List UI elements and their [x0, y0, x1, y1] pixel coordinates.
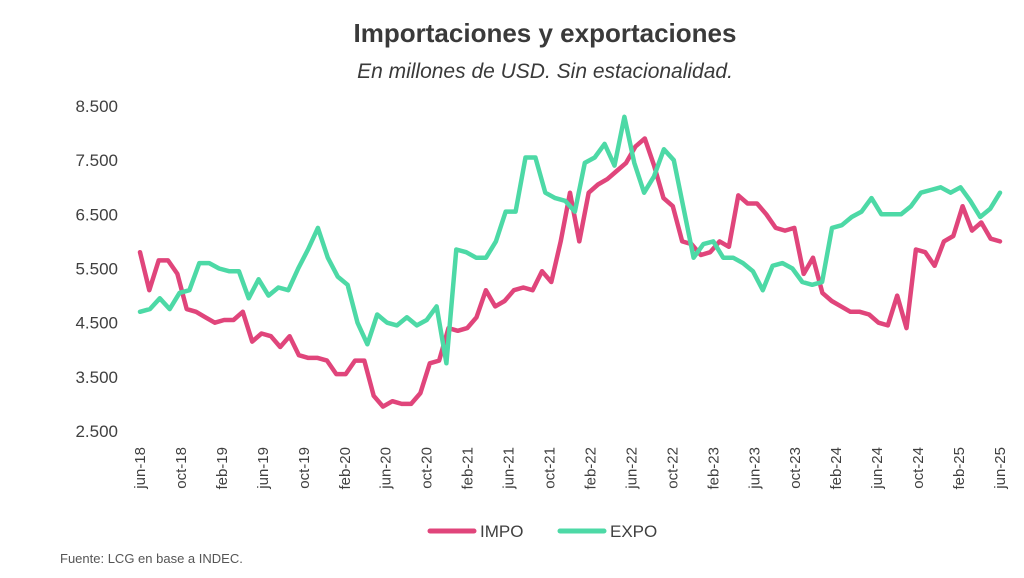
y-tick-label: 8.500 — [75, 97, 118, 116]
source-note: Fuente: LCG en base a INDEC. — [60, 551, 243, 566]
y-axis: 8.500 7.500 6.500 5.500 4.500 3.500 2.500 — [75, 97, 118, 441]
y-tick-label: 7.500 — [75, 151, 118, 170]
x-tick-label: feb-24 — [828, 447, 845, 490]
chart-subtitle: En millones de USD. Sin estacionalidad. — [357, 60, 733, 83]
x-tick-label: oct-20 — [419, 447, 436, 489]
x-tick-label: feb-20 — [337, 447, 354, 490]
x-tick-label: jun-19 — [255, 447, 272, 490]
x-tick-label: jun-18 — [132, 447, 149, 490]
x-tick-label: jun-22 — [623, 447, 640, 490]
y-tick-label: 5.500 — [75, 260, 118, 279]
x-axis: jun-18 oct-18 feb-19 jun-19 oct-19 feb-20 jun-… — [132, 447, 1009, 490]
series-lines — [137, 114, 1003, 409]
x-tick-label: feb-23 — [705, 447, 722, 490]
y-tick-label: 3.500 — [75, 368, 118, 387]
x-tick-label: feb-19 — [214, 447, 231, 490]
legend-label-expo: EXPO — [610, 522, 657, 541]
chart-title: Importaciones y exportaciones — [353, 18, 737, 48]
x-tick-label: feb-21 — [460, 447, 477, 490]
x-tick-label: jun-21 — [501, 447, 518, 490]
x-tick-label: oct-21 — [542, 447, 559, 489]
x-tick-label: oct-24 — [910, 447, 927, 489]
x-tick-label: oct-18 — [173, 447, 190, 489]
legend: IMPO EXPO — [427, 522, 657, 541]
y-tick-label: 2.500 — [75, 422, 118, 441]
x-tick-label: oct-19 — [296, 447, 313, 489]
x-tick-label: jun-20 — [378, 447, 395, 490]
x-tick-label: oct-22 — [664, 447, 681, 489]
legend-label-impo: IMPO — [480, 522, 523, 541]
series-line-impo — [137, 136, 1003, 409]
x-tick-label: jun-23 — [746, 447, 763, 490]
x-tick-label: oct-23 — [787, 447, 804, 489]
y-tick-label: 6.500 — [75, 205, 118, 224]
x-tick-label: feb-25 — [951, 447, 968, 490]
y-tick-label: 4.500 — [75, 314, 118, 333]
x-tick-label: jun-24 — [869, 447, 886, 490]
series-line-expo — [137, 114, 1003, 366]
x-tick-label: jun-25 — [992, 447, 1009, 490]
x-tick-label: feb-22 — [582, 447, 599, 490]
